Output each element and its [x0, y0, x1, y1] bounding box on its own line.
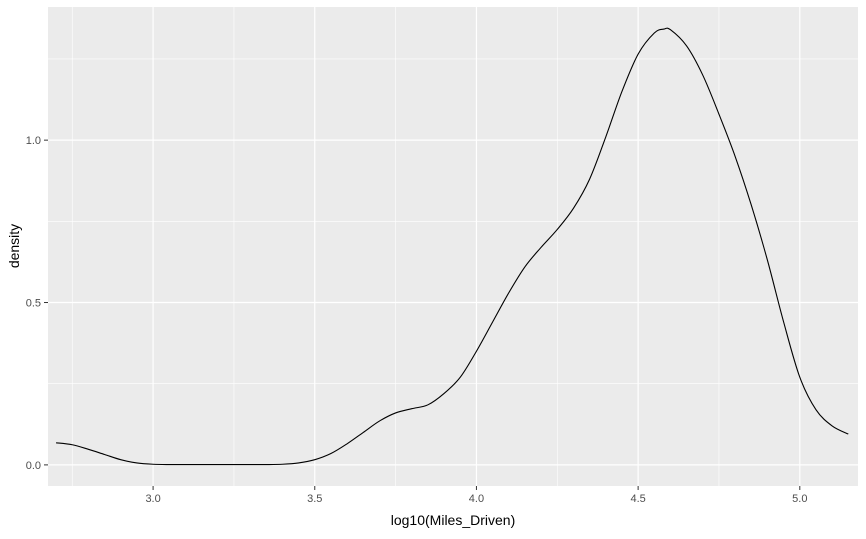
plot-panel — [48, 7, 858, 486]
x-tick-label: 4.0 — [469, 493, 484, 505]
x-tick-label: 3.0 — [145, 493, 160, 505]
x-axis-title: log10(Miles_Driven) — [391, 512, 516, 528]
x-tick-label: 3.5 — [307, 493, 322, 505]
x-axis: 3.0 3.5 4.0 4.5 5.0 — [145, 486, 807, 505]
grid-minor — [48, 7, 858, 486]
y-axis: 0.0 0.5 1.0 — [26, 135, 48, 472]
x-tick-label: 5.0 — [792, 493, 807, 505]
y-tick-label: 1.0 — [26, 135, 41, 147]
y-tick-label: 0.0 — [26, 460, 41, 472]
density-line — [56, 27, 849, 466]
y-axis-title: density — [6, 224, 22, 268]
series-layer — [56, 27, 849, 466]
x-tick-label: 4.5 — [630, 493, 645, 505]
y-tick-label: 0.5 — [26, 298, 41, 310]
